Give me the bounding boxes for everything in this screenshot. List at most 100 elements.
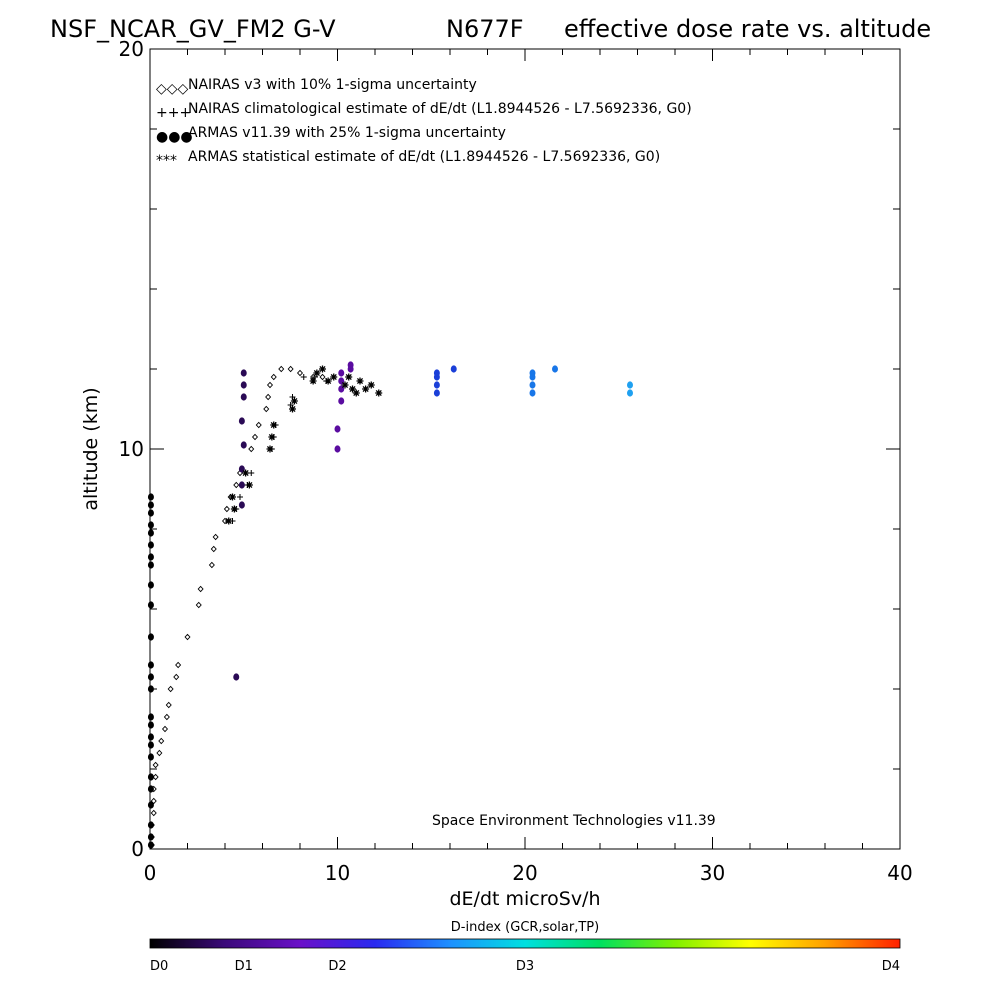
nairas-point	[233, 481, 240, 489]
nairas-point	[175, 661, 182, 669]
nairas-point	[165, 701, 172, 709]
armas-point	[147, 785, 154, 793]
armas-point	[529, 381, 536, 389]
legend-label: NAIRAS climatological estimate of dE/dt …	[188, 101, 692, 117]
armas-point	[238, 501, 245, 509]
armas-stat-point	[266, 445, 274, 453]
armas-point	[147, 841, 154, 849]
nairas-point	[156, 749, 163, 757]
armas-stat-point	[309, 377, 317, 385]
armas-point	[433, 389, 440, 397]
armas-point	[147, 673, 154, 681]
armas-point	[147, 741, 154, 749]
nairas-point	[278, 365, 285, 373]
armas-stat-point	[375, 389, 383, 397]
nairas-point	[197, 585, 204, 593]
armas-stat-point	[367, 381, 375, 389]
armas-point	[338, 397, 345, 405]
nairas-point	[296, 369, 304, 377]
x-axis-label: dE/dt microSv/h	[449, 888, 600, 910]
armas-point	[240, 393, 247, 401]
armas-stat-point	[341, 381, 349, 389]
armas-point	[147, 713, 154, 721]
armas-point	[147, 581, 154, 589]
legend-label: ARMAS statistical estimate of dE/dt (L1.…	[188, 149, 660, 165]
armas-stat-point	[362, 385, 370, 393]
armas-stat-point	[270, 421, 278, 429]
x-axis-ticks: 0 10 20 30 40	[144, 49, 913, 885]
armas-stat-point	[245, 481, 253, 489]
legend-marker: ***	[156, 153, 177, 169]
armas-point	[240, 441, 247, 449]
colorbar-title: D-index (GCR,solar,TP)	[451, 920, 599, 935]
armas-stat-point	[290, 397, 298, 405]
y-tick-label: 10	[119, 437, 144, 461]
legend-label: ARMAS v11.39 with 25% 1-sigma uncertaint…	[188, 125, 506, 141]
armas-stat-point	[324, 377, 332, 385]
colorbar-label: D4	[882, 959, 900, 974]
armas-point	[347, 361, 354, 369]
y-axis-label: altitude (km)	[80, 387, 102, 510]
legend-marker: ◇◇◇	[156, 81, 189, 97]
armas-point	[147, 661, 154, 669]
armas-point	[147, 833, 154, 841]
nairas-point	[150, 809, 157, 817]
armas-point	[334, 445, 341, 453]
nairas-point	[265, 393, 272, 401]
x-tick-label: 10	[325, 861, 350, 885]
armas-point	[433, 369, 440, 377]
nairas-point	[163, 713, 170, 721]
armas-point	[147, 601, 154, 609]
armas-stat-point	[345, 373, 353, 381]
nairas-point	[152, 761, 159, 769]
nairas-point	[161, 725, 169, 733]
armas-point	[147, 529, 154, 537]
colorbar-label: D0	[150, 959, 168, 974]
chart-title-right: effective dose rate vs. altitude	[564, 15, 931, 43]
nairas-point	[158, 737, 165, 745]
armas-point	[147, 501, 154, 509]
armas-point	[147, 633, 154, 641]
armas-point	[147, 685, 154, 693]
legend-label: NAIRAS v3 with 10% 1-sigma uncertainty	[188, 77, 477, 93]
legend-marker: ●●●	[156, 129, 193, 145]
legend-marker: +++	[156, 105, 191, 121]
armas-stat-point	[313, 369, 321, 377]
armas-stat-point	[225, 517, 233, 525]
y-axis-ticks: 0 10 20	[119, 37, 900, 861]
armas-stat-point	[242, 469, 250, 477]
nairas-point	[184, 633, 191, 641]
chart-title-mid: N677F	[446, 15, 524, 43]
armas-stat-point	[268, 433, 276, 441]
colorbar-label: D3	[516, 959, 534, 974]
armas-stat-point	[330, 373, 338, 381]
nairas-point	[221, 517, 229, 525]
nairas-point	[208, 561, 215, 569]
armas-point	[147, 801, 154, 809]
armas-point	[147, 553, 154, 561]
colorbar-label: D2	[328, 959, 346, 974]
armas-stat-point	[352, 389, 360, 397]
nairas-point	[287, 365, 294, 373]
nairas-climo-point	[237, 494, 243, 500]
nairas-point	[248, 445, 255, 453]
nairas-point	[152, 773, 159, 781]
nairas-point	[167, 685, 174, 693]
armas-point	[334, 425, 341, 433]
nairas-point	[195, 601, 202, 609]
armas-stat-point	[230, 505, 238, 513]
armas-point	[147, 773, 154, 781]
armas-point	[433, 381, 440, 389]
armas-point	[147, 541, 154, 549]
armas-point	[147, 561, 154, 569]
nairas-point	[173, 673, 180, 681]
plot-frame	[149, 48, 901, 850]
nairas-point	[210, 545, 217, 553]
nairas-point	[251, 433, 259, 441]
armas-point	[147, 753, 154, 761]
armas-stat-point	[229, 493, 236, 501]
armas-point	[552, 365, 558, 373]
armas-point	[147, 733, 154, 741]
armas-point	[147, 509, 154, 517]
